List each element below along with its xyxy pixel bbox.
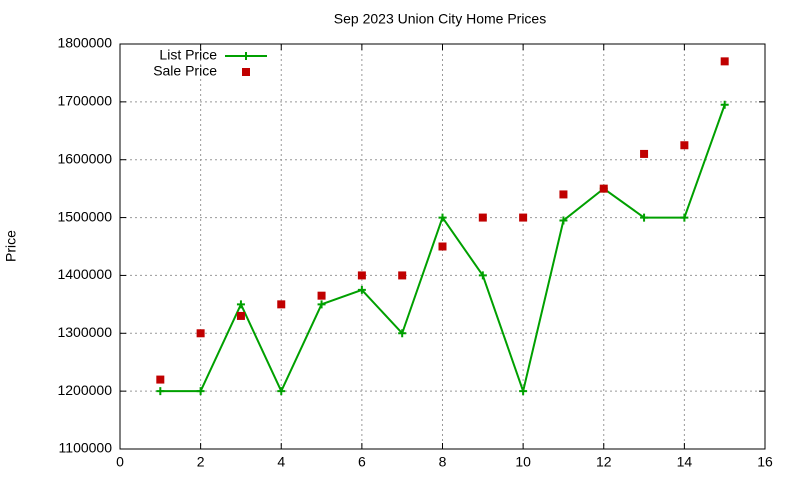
point-marker — [398, 271, 407, 280]
x-tick-label: 2 — [197, 454, 205, 470]
point-marker — [640, 149, 649, 158]
x-tick-label: 4 — [277, 454, 285, 470]
y-tick-label: 1500000 — [57, 208, 112, 224]
x-tick-label: 0 — [116, 454, 124, 470]
point-marker — [720, 100, 729, 109]
point-marker — [640, 213, 649, 222]
point-marker — [398, 329, 407, 338]
point-marker — [156, 375, 165, 384]
point-marker — [559, 216, 568, 225]
chart-title: Sep 2023 Union City Home Prices — [334, 11, 546, 27]
point-marker — [519, 213, 528, 222]
x-tick-label: 10 — [515, 454, 531, 470]
point-marker — [478, 213, 487, 222]
x-tick-label: 6 — [358, 454, 366, 470]
x-tick-label: 14 — [677, 454, 693, 470]
point-marker — [680, 141, 689, 150]
y-tick-label: 1400000 — [57, 266, 112, 282]
point-marker — [196, 329, 205, 338]
y-tick-label: 1800000 — [57, 35, 112, 51]
point-marker — [478, 271, 487, 280]
point-marker — [680, 213, 689, 222]
point-marker — [236, 300, 245, 309]
point-marker — [277, 300, 286, 309]
y-tick-label: 1100000 — [59, 440, 113, 456]
x-tick-label: 16 — [757, 454, 773, 470]
x-tick-label: 12 — [596, 454, 612, 470]
point-marker — [196, 387, 205, 396]
legend-label: Sale Price — [153, 63, 217, 79]
point-marker — [559, 190, 568, 199]
point-marker — [317, 291, 326, 300]
point-marker — [599, 184, 608, 193]
point-marker — [236, 311, 245, 320]
point-marker — [357, 271, 366, 280]
point-marker — [357, 285, 366, 294]
y-tick-label: 1300000 — [57, 324, 112, 340]
point-marker — [277, 387, 286, 396]
point-marker — [519, 387, 528, 396]
point-marker — [317, 300, 326, 309]
point-marker — [242, 68, 250, 76]
point-marker — [438, 242, 447, 251]
x-tick-label: 8 — [439, 454, 447, 470]
y-tick-label: 1600000 — [57, 150, 112, 166]
point-marker — [242, 52, 250, 60]
plot-frame — [119, 43, 766, 450]
y-axis-label: Price — [3, 230, 19, 262]
legend-label: List Price — [159, 47, 217, 63]
y-tick-label: 1200000 — [57, 382, 112, 398]
y-tick-label: 1700000 — [57, 93, 112, 109]
point-marker — [438, 213, 447, 222]
point-marker — [156, 387, 165, 396]
point-marker — [720, 57, 729, 66]
